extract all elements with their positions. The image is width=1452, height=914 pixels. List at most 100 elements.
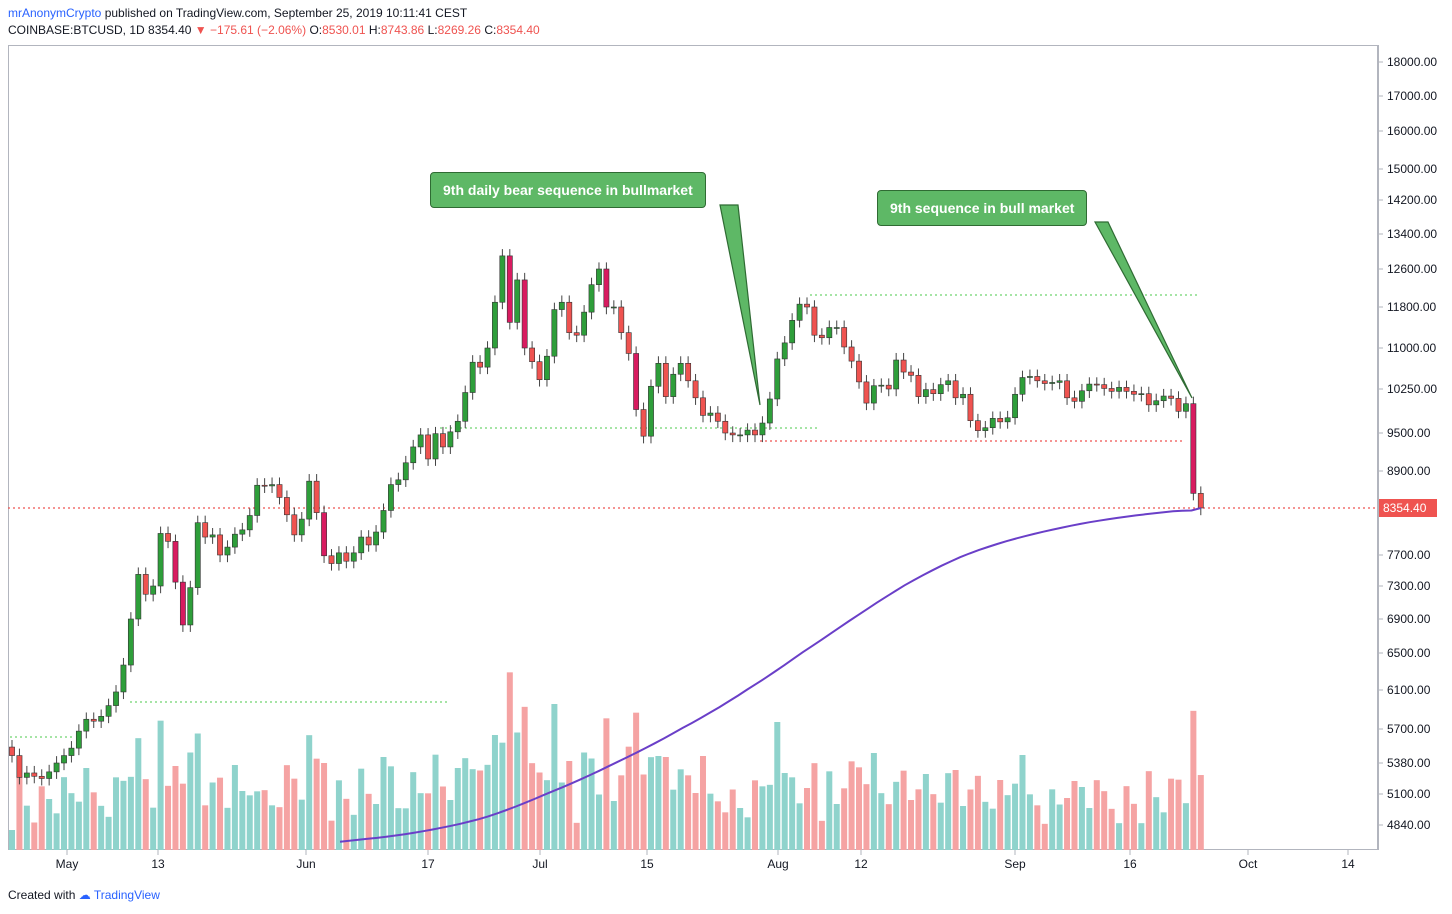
author-link[interactable]: mrAnonymCrypto [8,6,102,20]
candle-body [157,533,164,587]
candle-body [432,433,439,460]
volume-bar [1034,805,1041,850]
candle-body [633,353,640,410]
price-tick-label: 5380.00 [1387,756,1431,770]
tradingview-brand[interactable]: TradingView [93,888,160,902]
price-tick-label: 7300.00 [1387,579,1431,593]
candle-body [700,397,706,416]
volume-bar [1190,710,1197,850]
candle-body [261,484,268,487]
candle-body [120,664,127,693]
candle-body [1027,376,1033,378]
volume-bar [633,712,640,850]
volume-bar [68,793,75,850]
volume-bar [165,785,172,850]
volume-bar [506,672,513,850]
candle-body [856,360,862,383]
candle-body [410,446,417,464]
volume-bar [670,789,677,850]
close-label: C: [484,23,497,37]
candle-body [922,389,929,397]
price-tick-label: 5700.00 [1387,722,1431,736]
candle-body [848,346,855,362]
candle-body [997,418,1004,423]
created-with-text: Created with [8,888,76,902]
volume-bar [38,786,45,850]
candle-body [603,268,610,308]
symbol-label[interactable]: COINBASE:BTCUSD, 1D [8,23,145,37]
candle-body [566,301,573,333]
volume-bar [1049,789,1056,850]
candle-body [328,555,335,564]
volume-bar [1145,771,1152,850]
volume-bar [692,793,699,850]
volume-bar [930,794,937,850]
candle-body [655,363,662,387]
candle-body [23,772,30,778]
volume-bar [915,789,922,850]
candle-body [729,432,736,436]
volume-bar [967,789,974,850]
high-value: 8743.86 [380,23,425,37]
time-tick-label: 16 [1123,857,1137,871]
candle-body [625,332,632,354]
volume-bar [960,806,967,850]
price-tick-label: 12600.00 [1387,262,1437,276]
candle-body [1175,398,1182,412]
candle-body [1079,390,1085,402]
candle-body [254,484,261,516]
volume-bar [1026,794,1033,850]
candle-body [321,512,327,557]
low-label: L: [427,23,438,37]
candle-body [202,522,209,538]
price-tick-label: 16000.00 [1387,124,1437,138]
candle-body [492,301,498,349]
volume-bar [410,772,417,850]
candle-body [1123,387,1130,392]
candle-body [610,306,617,309]
volume-bar [187,752,194,850]
candle-body [514,279,521,323]
volume-bar [685,775,692,850]
volume-bar [484,764,491,850]
candle-body [90,718,97,722]
last-price-tag-label: 8354.40 [1383,501,1427,515]
candle-body [239,529,246,535]
volume-bar [499,742,506,850]
volume-bar [514,732,521,850]
candle-body [417,434,424,448]
down-arrow-icon: ▼ [194,23,207,37]
volume-bar [826,771,833,850]
candle-body [945,380,952,385]
candle-body [833,327,840,329]
candle-body [388,484,394,511]
time-tick-label: 17 [421,857,435,871]
volume-bar [1064,798,1071,850]
candle-body [291,514,298,536]
candle-body [194,522,201,588]
volume-bar [603,718,610,850]
volume-bar [283,765,290,850]
volume-bar [610,801,617,850]
price-tick-label: 18000.00 [1387,55,1437,69]
volume-bar [521,706,528,850]
candle-body [952,380,959,399]
candle-body [506,255,513,323]
volume-bar [432,754,439,850]
volume-bar [425,793,432,850]
candle-body [380,510,387,533]
price-tick-label: 8900.00 [1387,464,1431,478]
candle-body [551,309,558,357]
candle-body [395,479,402,485]
candle-body [1116,387,1122,392]
time-tick-label: May [56,857,79,871]
candle-body [16,755,23,778]
volume-bar [744,817,751,850]
volume-bar [343,798,350,850]
candle-body [165,533,171,542]
price-tick-label: 6100.00 [1387,683,1431,697]
volume-bar [53,813,60,850]
time-tick-label: Aug [767,857,788,871]
volume-bar [306,735,313,850]
